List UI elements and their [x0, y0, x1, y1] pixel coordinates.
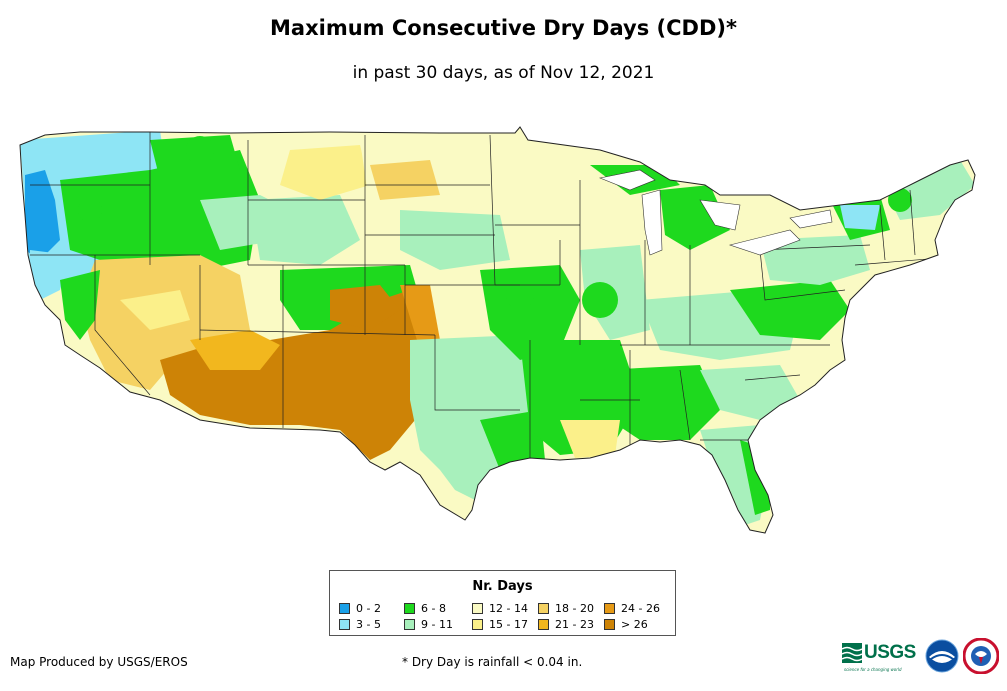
legend-label: 21 - 23: [555, 618, 594, 631]
legend-item-over-26: > 26: [604, 618, 648, 631]
legend-item-24-26: 24 - 26: [604, 602, 660, 615]
legend-item-0-2: 0 - 2: [339, 602, 381, 615]
usgs-tagline: science for a changing world: [844, 667, 902, 672]
legend-swatch: [339, 619, 350, 630]
legend-label: 6 - 8: [421, 602, 446, 615]
legend-item-12-14: 12 - 14: [472, 602, 528, 615]
legend-item-15-17: 15 - 17: [472, 618, 528, 631]
legend-item-9-11: 9 - 11: [404, 618, 453, 631]
legend-label: 9 - 11: [421, 618, 453, 631]
legend-label: > 26: [621, 618, 648, 631]
map-subtitle: in past 30 days, as of Nov 12, 2021: [352, 63, 655, 83]
legend-label: 24 - 26: [621, 602, 660, 615]
legend-label: 18 - 20: [555, 602, 594, 615]
map-title: Maximum Consecutive Dry Days (CDD)*: [270, 16, 737, 40]
dry-day-footnote: * Dry Day is rainfall < 0.04 in.: [402, 655, 583, 669]
legend-label: 0 - 2: [356, 602, 381, 615]
legend-label: 12 - 14: [489, 602, 528, 615]
legend-item-18-20: 18 - 20: [538, 602, 594, 615]
legend-swatch: [404, 619, 415, 630]
legend-item-3-5: 3 - 5: [339, 618, 381, 631]
map-credit: Map Produced by USGS/EROS: [10, 655, 188, 669]
legend-swatch: [538, 619, 549, 630]
nws-logo-icon: [963, 638, 999, 674]
legend-swatch: [604, 619, 615, 630]
legend-swatch: [604, 603, 615, 614]
legend-item-6-8: 6 - 8: [404, 602, 446, 615]
legend-swatch: [404, 603, 415, 614]
noaa-logo-icon: [925, 639, 959, 673]
legend-title: Nr. Days: [472, 579, 533, 594]
legend-label: 3 - 5: [356, 618, 381, 631]
usgs-wordmark: USGS: [864, 642, 916, 663]
legend-swatch: [538, 603, 549, 614]
legend: Nr. Days 0 - 2 3 - 5 6 - 8 9 - 11 12 - 1…: [329, 570, 676, 636]
usgs-logo: USGS science for a changing world: [842, 642, 916, 672]
legend-swatch: [472, 619, 483, 630]
usgs-wave-icon: [842, 643, 862, 663]
legend-swatch: [472, 603, 483, 614]
legend-label: 15 - 17: [489, 618, 528, 631]
legend-item-21-23: 21 - 23: [538, 618, 594, 631]
legend-swatch: [339, 603, 350, 614]
